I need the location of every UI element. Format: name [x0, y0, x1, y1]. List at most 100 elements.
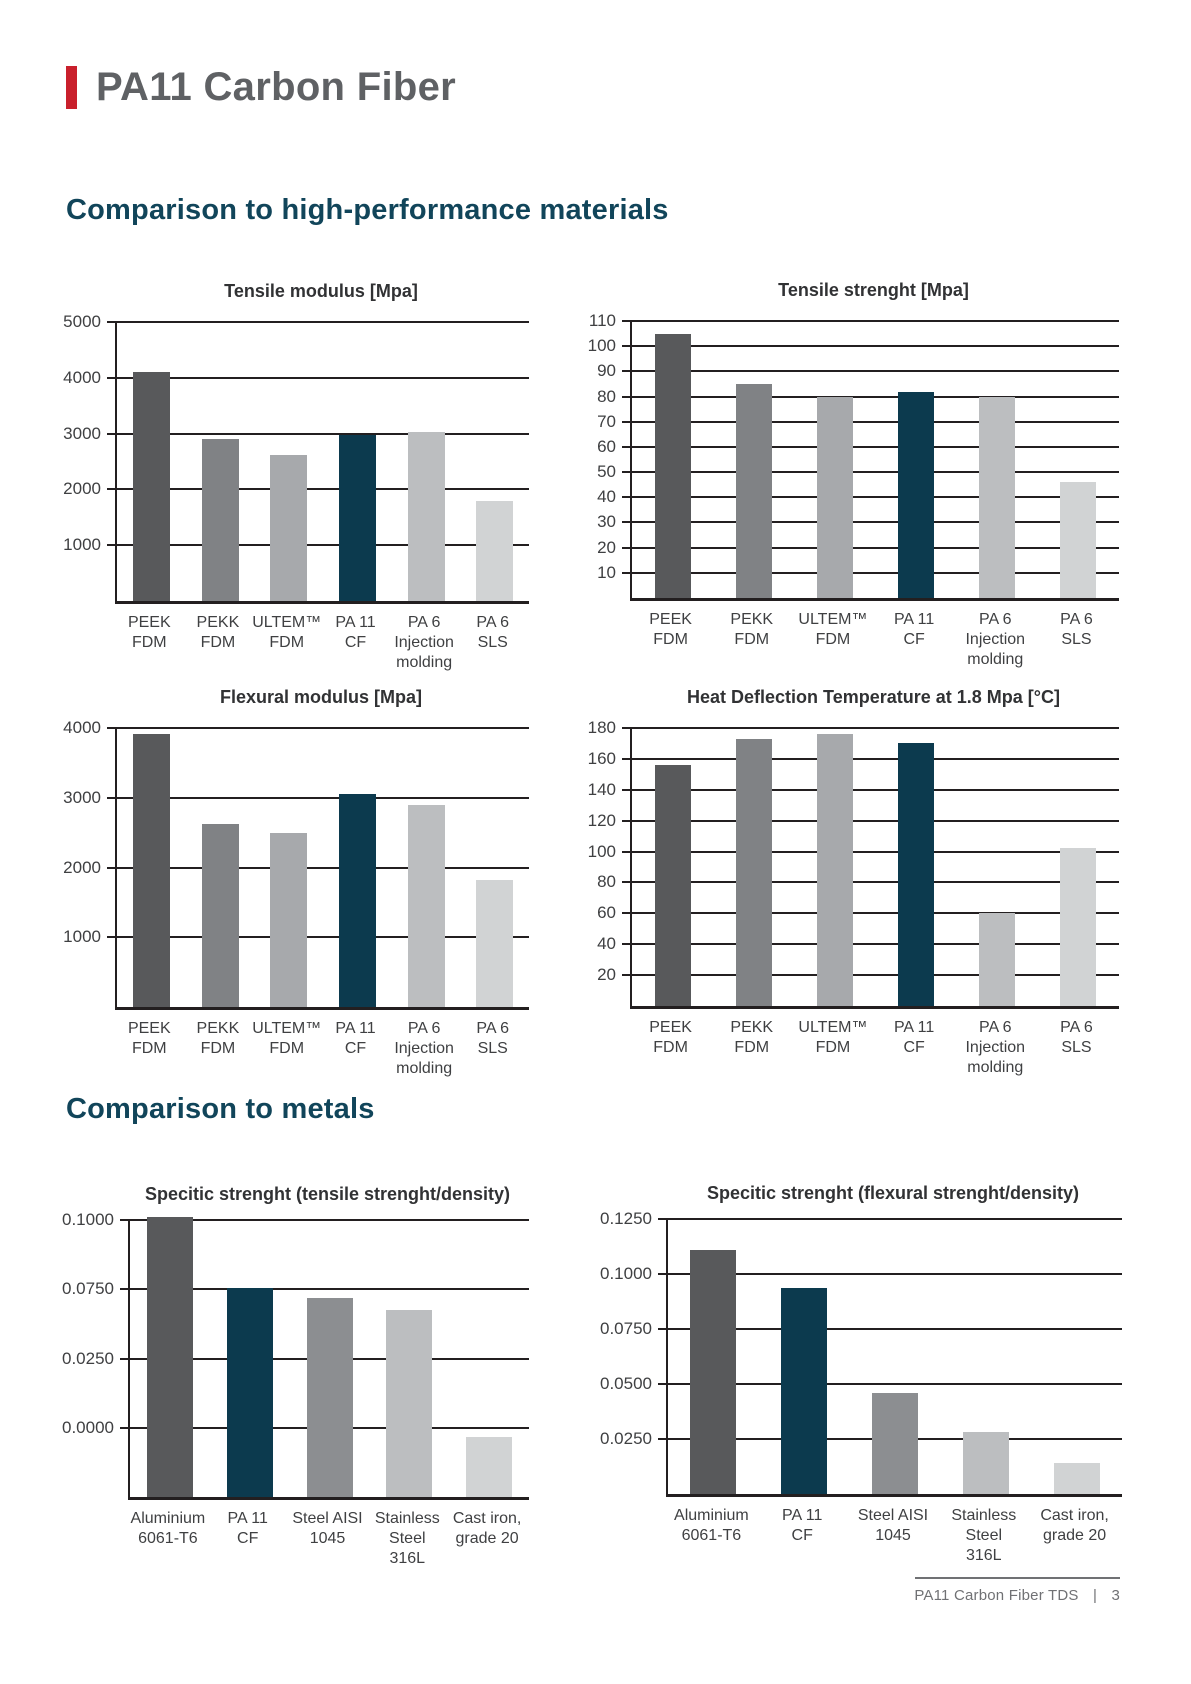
gridline [622, 881, 1119, 884]
bar-pa-11-cf [898, 743, 935, 1006]
y-tick-label: 2000 [63, 479, 101, 499]
chart-plot: 1000 2000 3000 4000 [63, 719, 529, 1010]
page-title: PA11 Carbon Fiber [96, 65, 457, 109]
x-axis-label: PA 6 Injection molding [965, 611, 1026, 668]
gridline [622, 943, 1119, 946]
gridline [622, 546, 1119, 549]
x-axis-label: Aluminium 6061-T6 [130, 1510, 206, 1547]
gridline [658, 1273, 1122, 1275]
y-tick-label: 4000 [63, 718, 101, 737]
x-axis-label: PA 11 CF [893, 1019, 935, 1056]
bar-pa-11-cf [898, 391, 935, 598]
bar-pa-11-cf [338, 793, 376, 1007]
x-axis-label: PEEK FDM [127, 1020, 171, 1057]
gridline [107, 376, 529, 379]
chart-plot: 1000 2000 3000 4000 5000 [63, 313, 529, 604]
chart-plot: 10 20 30 40 50 60 70 80 90 100 110 [588, 312, 1119, 601]
y-tick-label: 60 [597, 436, 616, 456]
y-tick-label: 90 [597, 361, 616, 381]
x-axis-label: ULTEM™ FDM [252, 614, 322, 651]
gridline [622, 974, 1119, 977]
y-tick-label: 20 [597, 965, 616, 985]
gridline [107, 488, 529, 491]
bar-pekk-fdm [735, 738, 772, 1006]
bar-pa-11-cf [338, 435, 376, 601]
footer-page-number: 3 [1111, 1587, 1120, 1604]
x-axis-label: ULTEM™ FDM [798, 1019, 868, 1056]
bar-pa-11-cf [226, 1287, 273, 1497]
bar-pekk-fdm [735, 383, 772, 598]
chart-x-labels: Aluminium 6061-T6 PA 11 CF Steel AISI 1045 Sta… [666, 1497, 1120, 1566]
footer-document-name: PA11 Carbon Fiber TDS [914, 1587, 1079, 1604]
bar-pekk-fdm [201, 824, 239, 1007]
chart-tensile-modulus: Tensile modulus [Mpa] 1000 2000 3000 4000 50… [60, 280, 529, 673]
chart-title: Heat Deflection Temperature at 1.8 Mpa [… [687, 687, 1060, 707]
footer-separator: | [1092, 1587, 1098, 1604]
chart-x-labels: PEEK FDM PEKK FDM ULTEM™ FDM PA 11 CF PA 6 Inject… [630, 1009, 1117, 1078]
gridline [622, 395, 1119, 398]
bar-peek-fdm [654, 765, 691, 1006]
gridline [622, 496, 1119, 499]
gridline [107, 796, 529, 799]
x-axis-label: PA 6 Injection molding [394, 1020, 454, 1077]
y-tick-label: 40 [597, 487, 616, 507]
y-tick-label: 1000 [63, 535, 101, 555]
y-tick-label: 50 [597, 462, 616, 482]
y-tick-label: 2000 [63, 857, 101, 877]
chart-title: Specitic strenght (tensile strenght/dens… [144, 1184, 511, 1204]
x-axis-label: Steel AISI 1045 [857, 1507, 929, 1544]
gridline [107, 321, 529, 323]
y-tick-label: 80 [597, 386, 616, 406]
bar-ultem-fdm [270, 454, 308, 601]
y-tick-label: 0.1000 [600, 1264, 652, 1283]
y-tick-label: 4000 [63, 367, 101, 387]
bar-aluminium-6061-t6 [146, 1217, 193, 1497]
gridline [622, 445, 1119, 448]
bar-steel-aisi-1045 [872, 1392, 918, 1494]
y-tick-label: 120 [587, 810, 616, 830]
y-tick-label: 30 [597, 512, 616, 532]
bar-stainless-steel-316l [386, 1310, 433, 1497]
x-axis-label: Steel AISI 1045 [292, 1510, 363, 1547]
x-axis-label: PA 6 SLS [1060, 611, 1093, 648]
chart-flexural-modulus: Flexural modulus [Mpa] 1000 2000 3000 4000 … [60, 686, 529, 1079]
chart-specific-strength-flexural: Specitic strenght (flexural strenght/den… [586, 1182, 1122, 1566]
bar-cast-iron-grade-20 [1053, 1463, 1100, 1494]
bar-pa-11-cf [781, 1288, 828, 1494]
x-axis-label: Aluminium 6061-T6 [674, 1507, 749, 1544]
x-axis-label: PEEK FDM [649, 1019, 692, 1056]
x-axis-label: Cast iron, grade 20 [452, 1510, 522, 1547]
chart-plot: 20 40 60 80 100 120 140 160 180 [588, 719, 1119, 1009]
bar-pekk-fdm [201, 439, 239, 601]
bar-pa-6-injection-molding [407, 432, 445, 601]
chart-specific-strength-tensile: Specitic strenght (tensile strenght/dens… [48, 1183, 529, 1569]
y-tick-label: 20 [597, 537, 616, 557]
x-axis-label: Stainless Steel 316L [374, 1510, 440, 1567]
y-tick-label: 5000 [63, 312, 101, 331]
y-tick-label: 100 [587, 336, 616, 356]
chart-tensile-strength: Tensile strenght [Mpa] 10 20 30 40 50 60 70 80 9… [585, 279, 1119, 670]
bar-pa-6-sls [1060, 848, 1097, 1006]
x-axis-label: PA 6 Injection molding [965, 1019, 1026, 1076]
bar-steel-aisi-1045 [306, 1297, 353, 1497]
chart-x-labels: PEEK FDM PEKK FDM ULTEM™ FDM PA 11 CF PA 6 Inject… [630, 601, 1117, 670]
chart-title: Flexural modulus [Mpa] [219, 687, 423, 707]
y-tick-label: 1000 [63, 927, 101, 947]
y-tick-label: 180 [587, 718, 616, 737]
y-tick-label: 160 [587, 748, 616, 768]
x-axis-label: ULTEM™ FDM [798, 611, 868, 648]
section-heading-high-performance: Comparison to high-performance materials [66, 194, 669, 226]
gridline [658, 1218, 1122, 1220]
x-axis-label: PEKK FDM [196, 614, 240, 651]
y-tick-label: 0.1250 [600, 1209, 652, 1228]
bar-ultem-fdm [816, 396, 853, 598]
footer: PA11 Carbon Fiber TDS | 3 [914, 1587, 1120, 1604]
gridline [622, 471, 1119, 474]
y-tick-label: 3000 [63, 787, 101, 807]
gridline [622, 420, 1119, 423]
y-tick-label: 140 [587, 779, 616, 799]
bar-aluminium-6061-t6 [690, 1249, 737, 1494]
red-accent-bar [66, 66, 77, 109]
y-tick-label: 0.0750 [600, 1319, 652, 1338]
